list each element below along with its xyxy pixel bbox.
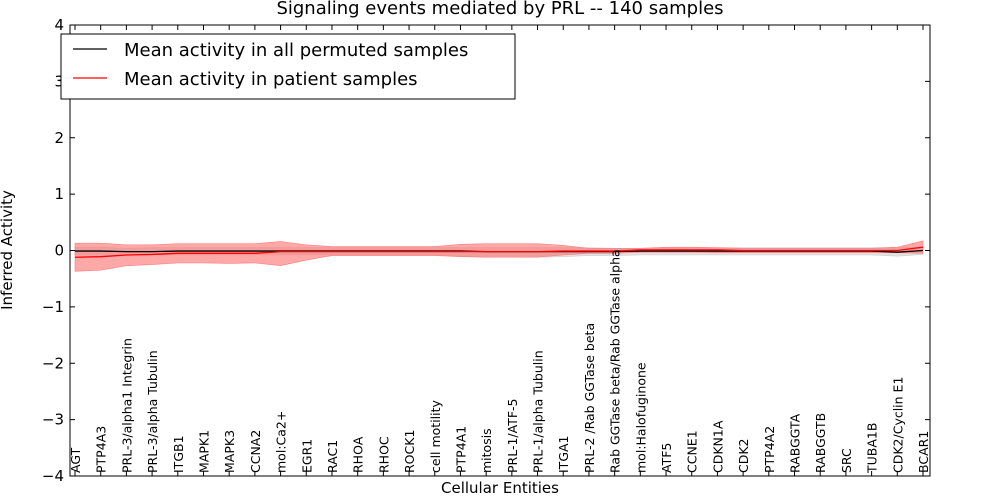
category-label: mol:Ca2+ <box>274 411 289 473</box>
y-axis-ticks: −4 −3 −2 −1 0 1 2 3 4 <box>42 16 930 485</box>
category-label: CDK2/Cyclin E1 <box>890 377 905 473</box>
y-tick-label: −2 <box>42 354 64 372</box>
y-tick-label: −3 <box>42 411 64 429</box>
y-tick-label: 2 <box>54 129 64 147</box>
category-label: CDK2 <box>736 438 751 473</box>
category-label: EGR1 <box>299 439 314 473</box>
category-label: CCNE1 <box>685 430 700 473</box>
category-label: ROCK1 <box>402 430 417 473</box>
category-label: MAPK3 <box>222 430 237 473</box>
y-tick-label: 3 <box>54 72 64 90</box>
category-label: AGT <box>68 447 83 473</box>
category-label: SRC <box>839 448 854 473</box>
category-label: RHOA <box>351 436 366 473</box>
category-label: ATF5 <box>659 443 674 473</box>
category-label: cell motility <box>428 399 443 473</box>
legend-box <box>60 33 516 100</box>
category-label: PTP4A2 <box>762 426 777 473</box>
category-labels: AGT PTP4A3 PRL-3/alpha1 Integrin PRL-3/alph… <box>68 249 931 474</box>
category-label: PTP4A1 <box>453 426 468 473</box>
y-tick-label: 4 <box>54 16 64 34</box>
series-lines <box>74 246 924 258</box>
patient-mean-line <box>74 246 924 258</box>
category-label: PRL-2 /Rab GGTase beta <box>582 323 597 473</box>
y-tick-label: −1 <box>42 298 64 316</box>
x-axis-ticks <box>74 25 924 476</box>
legend: Mean activity in all permuted samples Me… <box>60 33 516 100</box>
category-label: CDKN1A <box>710 420 725 473</box>
category-label: BCAR1 <box>916 431 931 473</box>
category-label: PRL-1/alpha Tubulin <box>531 350 546 473</box>
legend-permuted-label: Mean activity in all permuted samples <box>124 40 468 61</box>
x-axis-label: Cellular Entities <box>441 479 559 497</box>
category-label: PTP4A3 <box>94 426 109 473</box>
category-label: Rab GGTase beta/Rab GGTase alpha <box>608 249 623 473</box>
y-axis-label: Inferred Activity <box>0 190 16 310</box>
patient-confidence-band <box>74 240 924 272</box>
category-label: PRL-1/ATF-5 <box>505 398 520 473</box>
category-label: TUBA1B <box>865 423 880 474</box>
category-label: CCNA2 <box>248 430 263 473</box>
category-label: RAC1 <box>325 440 340 473</box>
category-label: mol:Halofuginone <box>633 362 648 473</box>
y-tick-label: 0 <box>54 242 64 260</box>
category-label: PRL-3/alpha Tubulin <box>145 350 160 473</box>
category-label: PRL-3/alpha1 Integrin <box>119 338 134 473</box>
y-tick-label: 1 <box>54 185 64 203</box>
category-label: mitosis <box>479 428 494 473</box>
category-label: ITGA1 <box>556 435 571 473</box>
category-label: ITGB1 <box>171 435 186 473</box>
legend-patient-label: Mean activity in patient samples <box>124 69 418 90</box>
y-tick-label: −4 <box>42 467 64 485</box>
category-label: RABGGTB <box>813 413 828 473</box>
category-label: MAPK1 <box>196 430 211 473</box>
chart-title: Signaling events mediated by PRL -- 140 … <box>276 0 723 19</box>
category-label: RHOC <box>376 436 391 473</box>
category-label: RABGGTA <box>788 413 803 473</box>
